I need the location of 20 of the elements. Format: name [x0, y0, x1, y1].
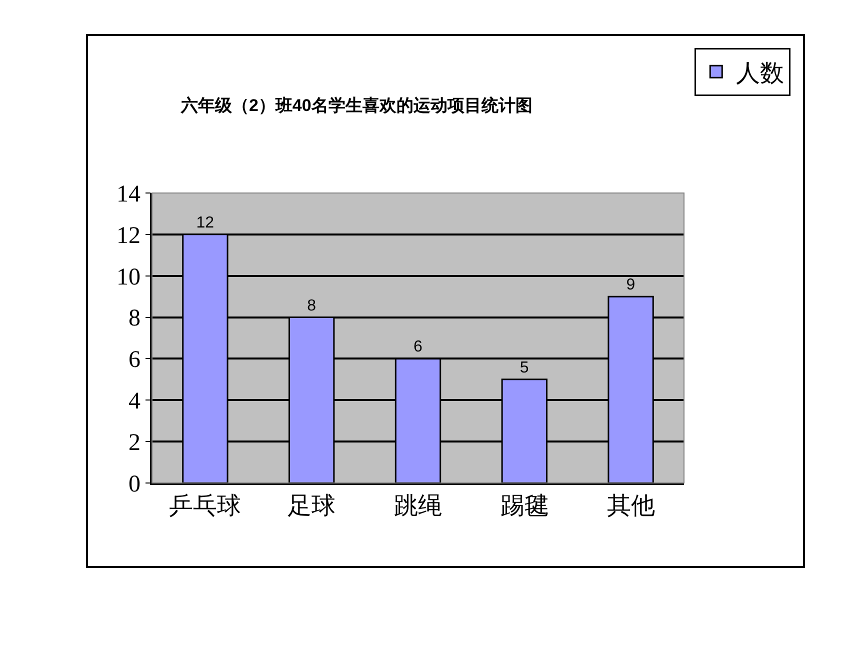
chart-title: 六年级（2）班40名学生喜欢的运动项目统计图	[180, 96, 532, 115]
legend-label: 人数	[736, 60, 784, 87]
x-tick-label: 乒乓球	[169, 494, 242, 520]
y-tick-label: 12	[116, 222, 140, 249]
y-tick-label: 14	[116, 181, 140, 208]
y-tick-label: 10	[116, 264, 140, 290]
data-label: 6	[414, 338, 422, 356]
data-label: 5	[520, 359, 529, 376]
data-label: 9	[626, 276, 636, 294]
y-tick-label: 6	[128, 347, 140, 374]
data-label: 12	[196, 214, 214, 232]
y-tick-label: 8	[128, 306, 140, 332]
x-tick-label: 其他	[606, 494, 655, 520]
x-tick-label: 踢毽	[500, 494, 548, 520]
y-tick-label: 2	[128, 430, 140, 456]
y-tick-label: 4	[128, 388, 140, 415]
x-tick-label: 足球	[288, 494, 336, 520]
y-tick-label: 0	[128, 471, 140, 498]
data-label: 8	[307, 297, 316, 314]
x-tick-label: 跳绳	[394, 494, 442, 520]
